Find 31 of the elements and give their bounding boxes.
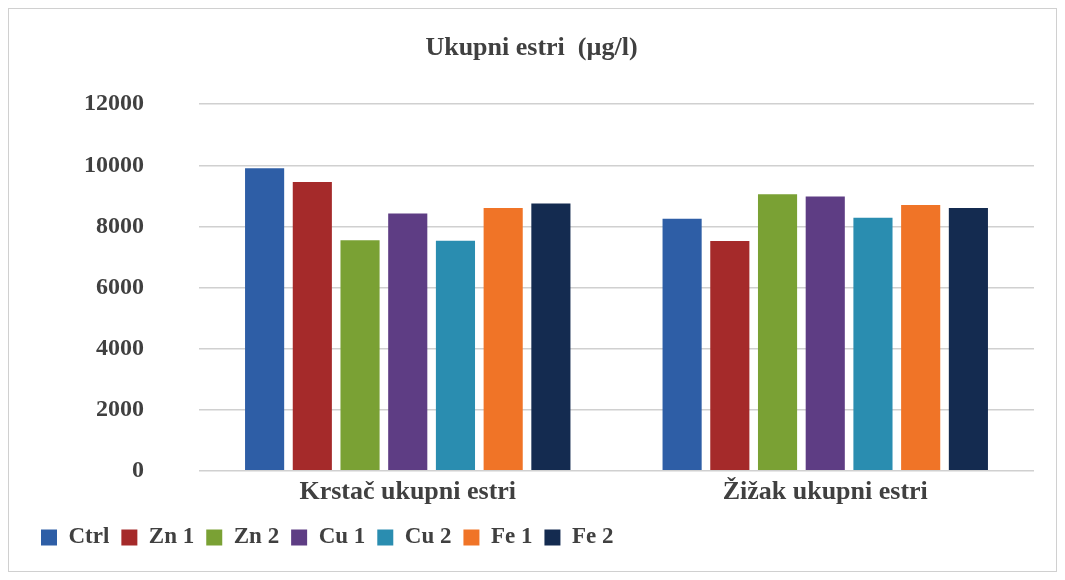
y-tick-label: 10000: [84, 150, 144, 177]
bar: [662, 218, 702, 471]
bar: [948, 208, 988, 471]
legend-label: Cu 2: [404, 523, 452, 549]
bar: [710, 241, 750, 471]
bar: [292, 182, 332, 471]
y-tick-label: 2000: [96, 394, 144, 421]
bar: [805, 196, 845, 471]
y-tick-label: 0: [132, 456, 144, 482]
y-tick-label: 4000: [96, 333, 144, 360]
bar: [853, 217, 893, 471]
bar: [340, 240, 380, 471]
y-tick-label: 12000: [84, 89, 144, 116]
y-tick-label: 8000: [96, 211, 144, 238]
legend-label: Zn 2: [233, 523, 280, 549]
y-tick-label: 6000: [96, 272, 144, 299]
bar: [901, 205, 941, 471]
bar: [388, 213, 428, 471]
bar: [435, 240, 476, 471]
legend-label: Cu 1: [318, 523, 366, 549]
bar: [531, 203, 571, 471]
x-tick-label: Žižak ukupni estri: [722, 476, 928, 506]
legend-label: Ctrl: [68, 523, 110, 549]
x-tick-label: Krstač ukupni estri: [299, 476, 517, 506]
legend-label: Fe 2: [571, 523, 614, 549]
legend-label: Zn 1: [148, 523, 195, 549]
chart-title: Ukupni estri (µg/l): [425, 32, 638, 62]
bar: [483, 208, 523, 471]
bar: [245, 168, 285, 471]
bar: [757, 194, 798, 471]
legend-label: Fe 1: [490, 523, 533, 549]
